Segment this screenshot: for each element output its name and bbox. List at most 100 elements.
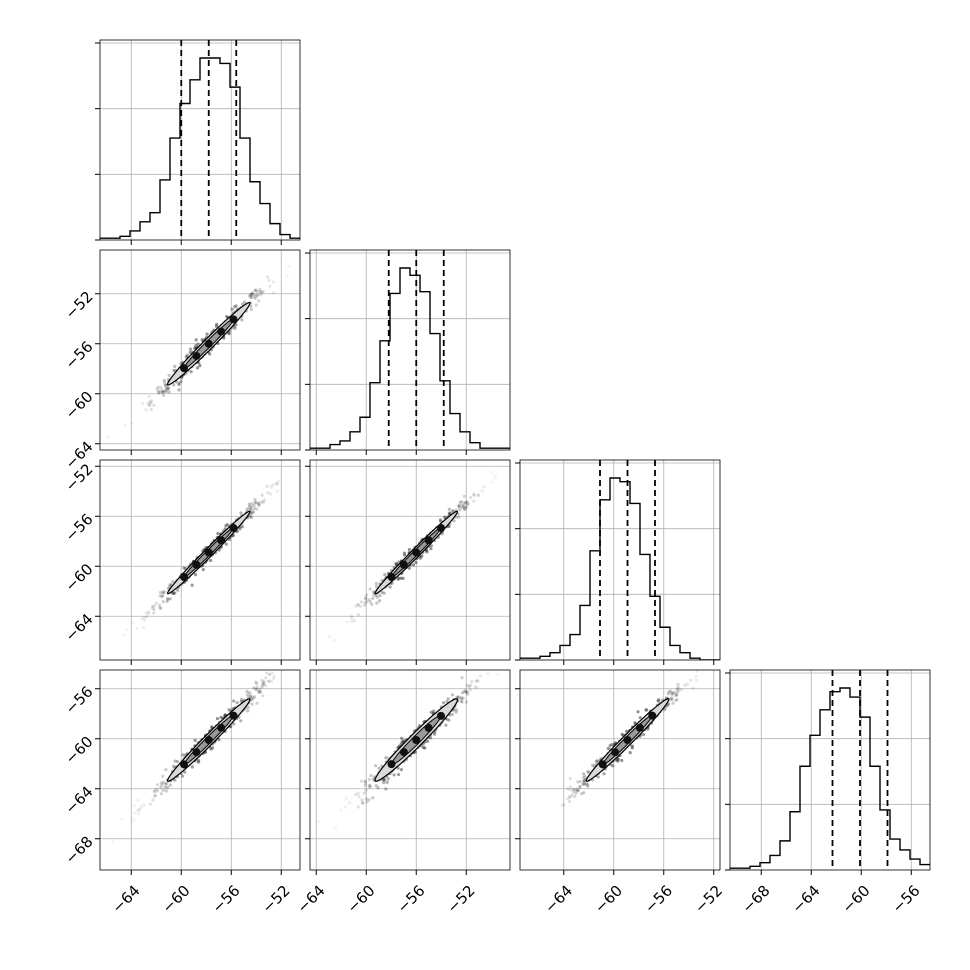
scatter-point xyxy=(365,600,369,604)
scatter-point xyxy=(249,304,253,308)
scatter-point xyxy=(374,581,378,586)
scatter-point xyxy=(585,784,590,788)
scatter-point xyxy=(721,649,724,652)
scatter-point xyxy=(201,567,205,572)
scatter-point xyxy=(124,628,129,632)
scatter-point xyxy=(365,800,369,804)
density-core xyxy=(204,548,213,557)
scatter-point xyxy=(146,612,151,616)
scatter-point xyxy=(151,604,155,609)
scatter-point xyxy=(384,787,388,791)
density-core xyxy=(204,339,213,348)
scatter-point xyxy=(188,350,192,355)
scatter-point xyxy=(464,501,468,505)
scatter-point xyxy=(250,291,254,296)
scatter-point xyxy=(368,785,372,789)
scatter-point xyxy=(394,562,398,566)
scatter-point xyxy=(132,803,136,808)
scatter-point xyxy=(448,511,452,515)
scatter-point xyxy=(270,671,275,675)
scatter-point xyxy=(161,390,165,394)
scatter-point xyxy=(123,423,127,427)
scatter-point xyxy=(255,507,259,511)
scatter-point xyxy=(596,775,600,779)
scatter-point xyxy=(230,307,234,311)
x-tick-label: −64 xyxy=(109,882,144,917)
scatter-point xyxy=(250,698,254,702)
scatter-point xyxy=(358,604,362,608)
scatter-point xyxy=(306,658,309,661)
scatter-point xyxy=(364,788,368,792)
scatter-point xyxy=(446,697,450,701)
scatter-point xyxy=(562,803,566,807)
scatter-point xyxy=(633,721,637,725)
scatter-point xyxy=(171,591,175,595)
scatter-point xyxy=(675,697,679,702)
scatter-point xyxy=(349,614,354,618)
scatter-point xyxy=(248,514,252,518)
scatter-point xyxy=(225,314,229,319)
scatter-point xyxy=(560,803,564,807)
scatter-point xyxy=(158,590,163,595)
scatter-point xyxy=(367,783,371,787)
scatter-point xyxy=(698,664,701,667)
scatter-point xyxy=(591,763,595,767)
scatter-point xyxy=(224,542,228,546)
scatter-point xyxy=(370,602,374,606)
scatter-point xyxy=(248,691,252,695)
x-tick-label: −56 xyxy=(889,882,924,917)
scatter-point xyxy=(184,355,188,359)
scatter-point xyxy=(261,694,265,698)
scatter-point xyxy=(252,686,256,690)
scatter-point xyxy=(450,693,455,697)
scatter-point xyxy=(666,692,670,696)
scatter-point xyxy=(484,665,487,668)
scatter-point xyxy=(464,505,468,509)
scatter-point xyxy=(694,678,699,682)
scatter-point xyxy=(246,693,250,697)
scatter-point xyxy=(176,588,180,592)
scatter-point xyxy=(167,373,171,377)
scatter-point xyxy=(163,785,167,789)
scatter-point xyxy=(172,764,176,768)
scatter-point xyxy=(106,435,110,439)
scatter-point xyxy=(161,393,166,397)
scatter-point xyxy=(260,685,264,689)
scatter-point xyxy=(254,303,258,307)
scatter-point xyxy=(480,489,484,493)
scatter-point xyxy=(130,421,134,426)
scatter-point xyxy=(464,690,468,694)
scatter-point xyxy=(644,708,649,712)
scatter-point xyxy=(580,792,584,796)
scatter-point xyxy=(573,789,577,793)
scatter-point xyxy=(268,673,272,677)
scatter-point xyxy=(685,682,689,686)
scatter-point xyxy=(461,696,465,700)
scatter-point xyxy=(152,789,157,793)
scatter-point xyxy=(172,592,176,596)
scatter-point xyxy=(259,292,263,297)
scatter-point xyxy=(155,789,159,793)
panel-frame xyxy=(99,459,301,661)
scatter-point xyxy=(196,760,201,764)
scatter-point xyxy=(165,597,170,601)
scatter-point xyxy=(164,386,168,390)
scatter-point xyxy=(258,689,262,694)
scatter-point xyxy=(473,685,477,689)
scatter-point xyxy=(461,504,466,508)
scatter-point xyxy=(210,746,215,750)
scatter-point xyxy=(384,756,388,760)
scatter-point xyxy=(657,699,661,703)
scatter-point xyxy=(139,805,143,809)
scatter-point xyxy=(700,666,703,669)
scatter-point xyxy=(246,705,250,709)
scatter-point xyxy=(363,596,368,600)
scatter-point xyxy=(200,338,204,342)
scatter-point xyxy=(454,708,459,712)
x-tick-label: −52 xyxy=(444,882,479,917)
scatter-point xyxy=(233,324,237,328)
scatter-point xyxy=(266,490,270,495)
scatter-point xyxy=(676,690,680,694)
scatter-point xyxy=(425,550,429,554)
scatter-point xyxy=(250,702,254,706)
